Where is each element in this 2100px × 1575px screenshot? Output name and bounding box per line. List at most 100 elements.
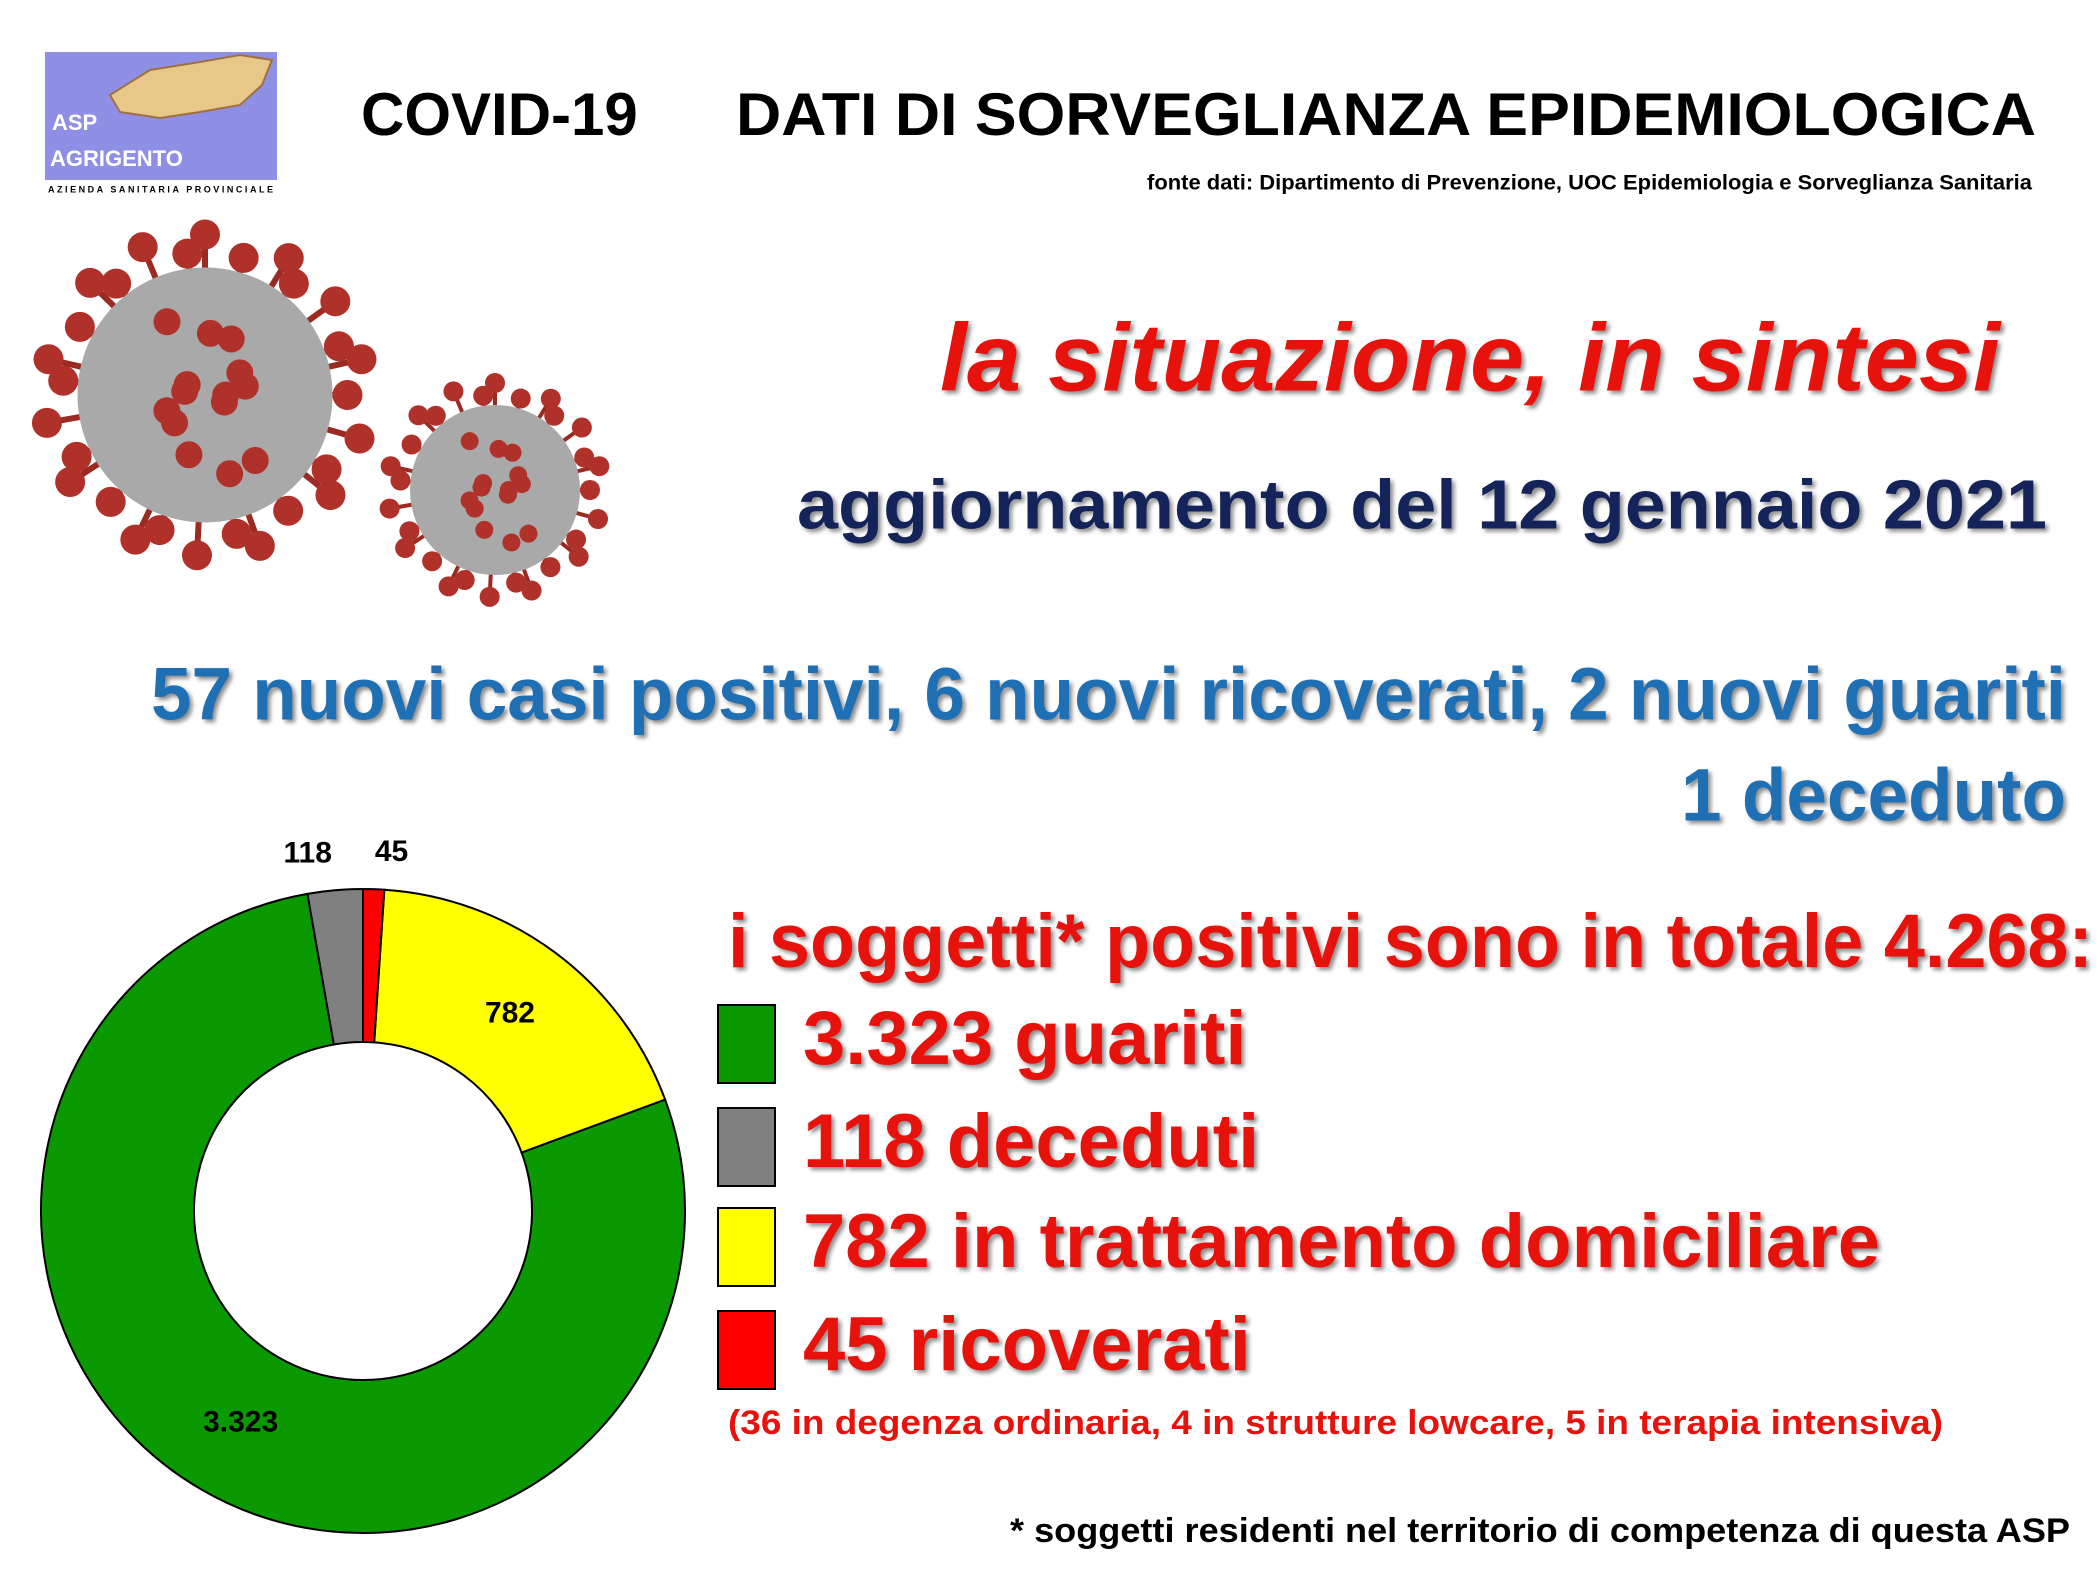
virus-spike-head: [244, 530, 275, 561]
virus-protein: [474, 474, 493, 493]
virus-spike-head: [55, 467, 86, 498]
virus-spike-head: [587, 508, 608, 529]
virus-spike-head: [33, 344, 64, 375]
virus-spike-head: [589, 456, 610, 477]
virus-spike-head: [510, 388, 531, 409]
virus-spike-head: [332, 380, 363, 410]
footnote: * soggetti residenti nel territorio di c…: [1010, 1512, 2070, 1550]
virus-protein: [216, 460, 244, 488]
value-label: 45: [375, 835, 408, 868]
note: (36 in degenza ordinaria, 4 in strutture…: [728, 1404, 1943, 1442]
source: fonte dati: Dipartimento di Prevenzione,…: [1147, 172, 2032, 195]
virus-protein: [153, 397, 181, 425]
donut-slice: [373, 888, 667, 1154]
logo-subtext: AZIENDA SANITARIA PROVINCIALE: [48, 184, 273, 194]
logo-text: AGRIGENTO: [50, 146, 183, 171]
donut-slice: [40, 892, 686, 1534]
virus-spike-head: [95, 486, 126, 517]
virus-illustration: [31, 219, 610, 607]
virus-spike-head: [273, 495, 304, 526]
donut-slice: [362, 887, 386, 1044]
virus-spike-head: [422, 551, 443, 572]
legend-swatch: [717, 1207, 776, 1287]
logo: ASP AGRIGENTO AZIENDA SANITARIA PROVINCI…: [45, 52, 277, 194]
virus-spike-head: [101, 268, 132, 299]
virus-spike-head: [438, 576, 459, 597]
virus-spike-head: [395, 538, 416, 559]
virus-spike-head: [278, 268, 309, 299]
virus-protein: [460, 432, 479, 451]
title-left: COVID-19: [361, 81, 638, 148]
donut-chart: 118 3.323 782 45: [40, 835, 686, 1534]
legend-swatch: [717, 1004, 776, 1084]
legend-label: 45 ricoverati: [803, 1302, 1251, 1387]
virus-spike-head: [399, 521, 420, 542]
news-line: 57 nuovi casi positivi, 6 nuovi ricovera…: [151, 653, 2066, 736]
virus-spike-head: [346, 344, 377, 375]
news-line: 1 deceduto: [1681, 754, 2066, 837]
virus-spike-head: [75, 267, 106, 298]
virus-spike-head: [574, 447, 595, 468]
total: i soggetti* positivi sono in totale 4.26…: [728, 899, 2093, 984]
virus-spike-head: [31, 407, 62, 438]
virus-protein: [231, 372, 259, 400]
headline: la situazione, in sintesi: [940, 304, 2002, 411]
virus-spike-head: [64, 311, 95, 342]
virus-spike-head: [221, 518, 252, 549]
virus-spike-head: [127, 232, 158, 263]
virus-spike-head: [144, 515, 175, 546]
virus-spike-head: [172, 238, 203, 269]
virus-spike-head: [323, 331, 354, 362]
virus-protein: [498, 485, 517, 504]
virus-spike-head: [506, 572, 527, 593]
virus-protein: [196, 319, 224, 347]
virus-spike-head: [181, 540, 212, 571]
virus-spike-head: [425, 405, 446, 426]
virus-spike-head: [380, 456, 401, 477]
virus-spike-head: [120, 524, 151, 555]
update-date: aggiornamento del 12 gennaio 2021: [797, 465, 2047, 543]
legend-label: 782 in trattamento domiciliare: [803, 1199, 1880, 1284]
legend-label: 3.323 guariti: [803, 996, 1247, 1081]
value-label: 118: [284, 836, 332, 869]
virus-protein: [173, 371, 201, 399]
virus-spike-head: [190, 219, 220, 250]
virus-spike-head: [521, 580, 542, 601]
virus-protein: [475, 520, 494, 539]
title-right: DATI DI SORVEGLIANZA EPIDEMIOLOGICA: [736, 81, 2036, 148]
legend-swatch: [717, 1310, 776, 1390]
virus-protein: [210, 388, 238, 416]
virus-spike-head: [320, 286, 351, 317]
virus-spike-head: [344, 423, 375, 454]
value-label: 3.323: [203, 1406, 278, 1439]
virus-body: [77, 267, 333, 523]
virus-body: [410, 405, 580, 575]
virus-protein: [217, 325, 245, 353]
legend-swatch: [717, 1107, 776, 1187]
virus-protein: [153, 308, 181, 336]
virus-spike-head: [48, 365, 79, 396]
virus-spike-head: [401, 434, 422, 455]
virus-spike-head: [408, 405, 429, 426]
virus-spike-head: [479, 586, 500, 607]
value-label: 782: [485, 996, 535, 1029]
virus-spike-head: [311, 454, 342, 485]
virus-spike-head: [273, 243, 304, 274]
virus-spike-head: [540, 388, 561, 409]
virus-spike-head: [540, 557, 561, 578]
virus-spike-head: [544, 405, 565, 426]
virus-protein: [175, 441, 203, 469]
virus-spike-head: [580, 480, 600, 500]
virus-spike-head: [228, 242, 259, 273]
virus-spike-head: [443, 381, 464, 402]
virus-spike-head: [390, 470, 411, 491]
virus-spike-head: [485, 373, 505, 393]
virus-spike-head: [568, 546, 589, 567]
virus-protein: [512, 475, 531, 494]
virus-spike-head: [473, 385, 494, 406]
virus-protein: [460, 491, 479, 510]
logo-map: [108, 53, 274, 120]
virus-protein: [502, 533, 521, 552]
virus-spike-head: [61, 441, 92, 472]
